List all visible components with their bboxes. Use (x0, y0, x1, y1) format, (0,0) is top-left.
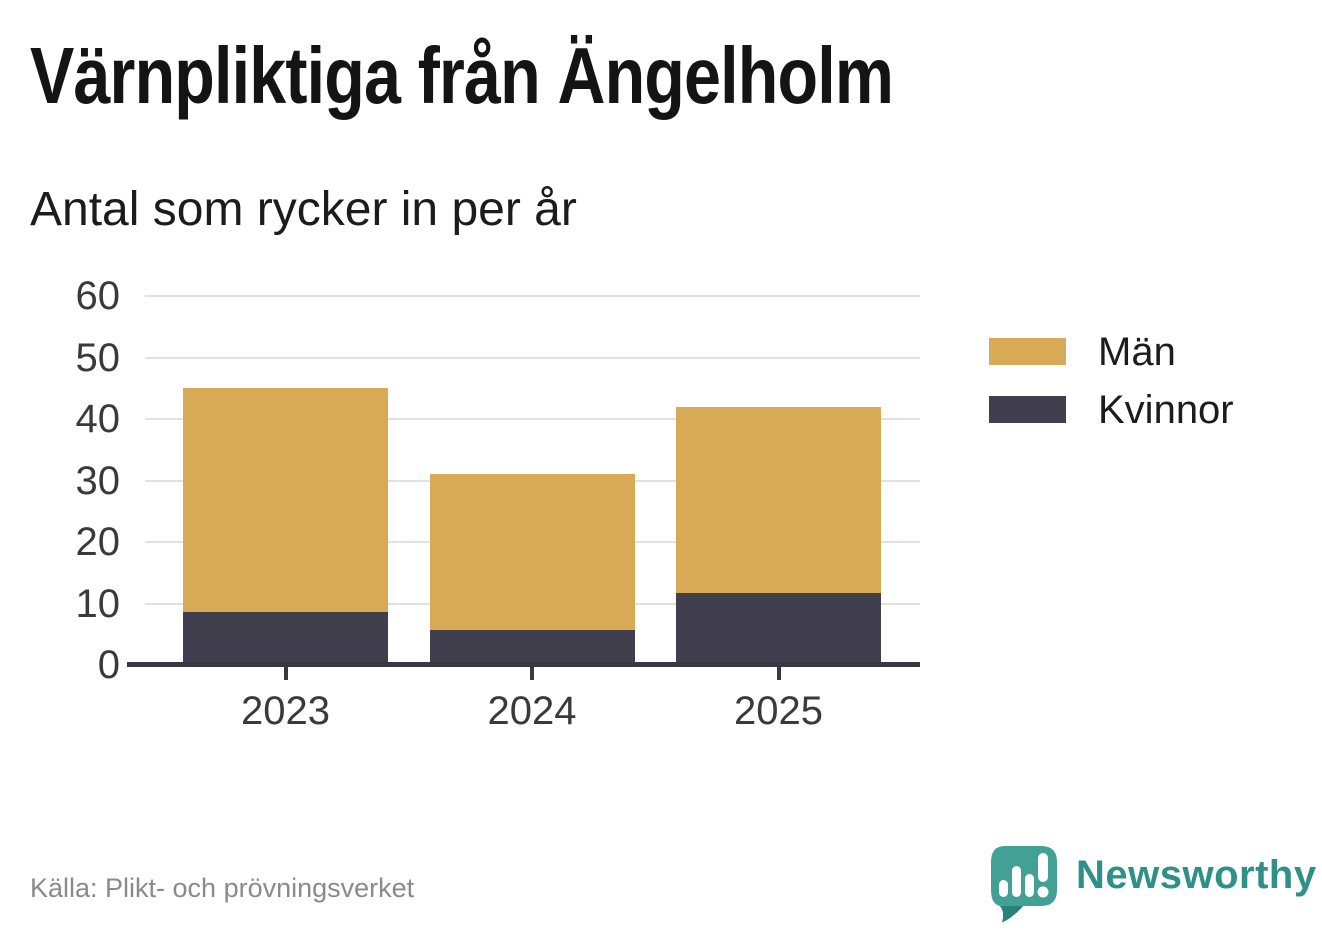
chart-title: Värnpliktiga från Ängelholm (30, 31, 894, 120)
legend: Män Kvinnor (989, 332, 1234, 454)
legend-swatch (989, 396, 1066, 423)
exclamation-dot-icon (1037, 886, 1049, 898)
bar-2024-män (429, 474, 635, 631)
gridline (145, 295, 920, 297)
bar-2024-kvinnor (429, 628, 635, 667)
legend-label: Kvinnor (1098, 387, 1234, 432)
x-axis-tick (530, 667, 534, 680)
source-note: Källa: Plikt- och prövningsverket (30, 873, 415, 903)
x-axis-tick (283, 667, 288, 680)
y-axis-tick-label: 20 (75, 520, 121, 564)
bar-2023-män (183, 388, 388, 612)
bar-2023-kvinnor (183, 609, 388, 667)
y-axis-tick-label: 60 (75, 274, 121, 318)
y-axis-tick-label: 0 (97, 643, 120, 687)
x-axis-label-2025: 2025 (734, 689, 823, 733)
legend-label: Män (1098, 329, 1176, 374)
y-axis-tick-label: 30 (75, 458, 121, 503)
logo-bar-icon (1025, 874, 1034, 897)
x-axis-label-2023: 2023 (241, 689, 330, 733)
gridline (145, 418, 920, 420)
legend-swatch (989, 338, 1066, 365)
chart-subtitle: Antal som rycker in per år (30, 183, 577, 236)
x-axis-tick (776, 667, 781, 680)
bar-2025-män (676, 406, 881, 594)
y-axis-tick-label: 40 (75, 397, 121, 441)
legend-item-kvinnor: Kvinnor (989, 390, 1234, 430)
bar-2025-kvinnor (676, 591, 881, 667)
newsworthy-logo-icon (991, 846, 1057, 923)
x-axis-label-2024: 2024 (487, 689, 577, 733)
legend-item-män: Män (989, 332, 1234, 372)
y-axis-tick-label: 50 (75, 335, 121, 380)
y-axis-tick-label: 10 (75, 581, 121, 626)
exclamation-icon (1038, 853, 1048, 882)
logo-bar-icon (999, 880, 1008, 897)
bubble-shadow-shape (1000, 906, 1023, 923)
x-axis-line (127, 662, 920, 667)
newsworthy-wordmark: Newsworthy (1076, 853, 1317, 897)
logo-bar-icon (1012, 866, 1021, 897)
gridline (145, 356, 920, 359)
